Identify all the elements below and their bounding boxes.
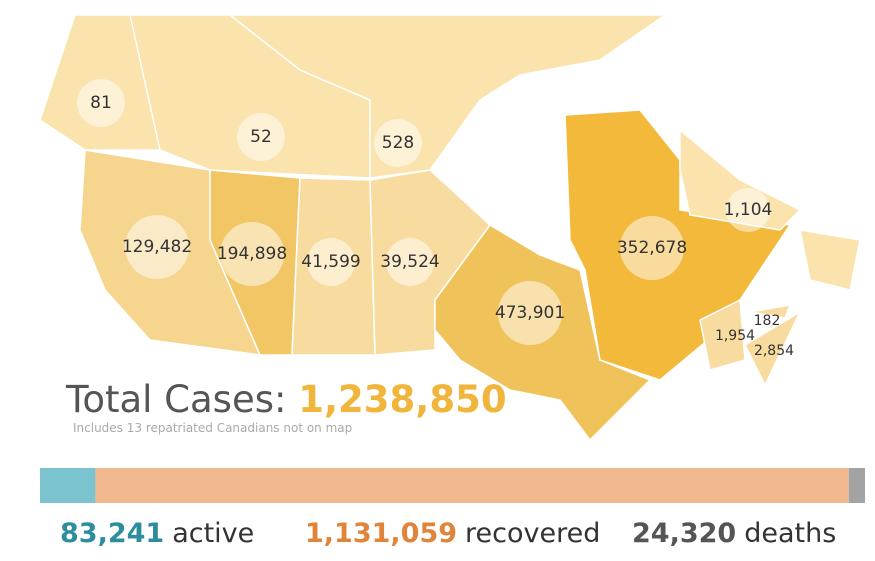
total-note: Includes 13 repatriated Canadians not on… [73, 421, 352, 435]
breakdown-value: 24,320 [632, 518, 736, 549]
breakdown-label: 24,320 deaths [632, 518, 836, 549]
bubble [620, 216, 684, 280]
newfoundland [799, 229, 861, 291]
map [39, 14, 861, 442]
total-line: Total Cases: 1,238,850 [65, 378, 507, 421]
bubble [77, 79, 125, 127]
region-count: 81 [90, 93, 112, 113]
new-brunswick [699, 298, 746, 371]
region-count: 52 [250, 127, 272, 147]
breakdown-name: active [172, 518, 254, 549]
breakdown-value: 83,241 [60, 518, 164, 549]
bubble [386, 238, 434, 286]
total-value: 1,238,850 [298, 378, 506, 421]
bar-segment [848, 468, 865, 503]
pei [749, 304, 792, 319]
region-count: 473,901 [495, 303, 565, 323]
breakdown-labels: 83,241 active 1,131,059 recovered 24,320 deat… [60, 518, 836, 549]
nova-scotia [744, 310, 802, 387]
region-count: 41,599 [301, 252, 360, 272]
bar-segment [95, 468, 849, 503]
breakdown-bar [40, 468, 865, 503]
breakdown-label: 1,131,059 recovered [305, 518, 600, 549]
region-count: 1,104 [724, 200, 773, 220]
region-count: 39,524 [380, 252, 439, 272]
region-count: 194,898 [217, 244, 287, 264]
region-count: 1,954 [715, 328, 755, 344]
breakdown-label: 83,241 active [60, 518, 254, 549]
bar-segment [40, 468, 96, 503]
region-count: 352,678 [617, 238, 687, 258]
bubble [374, 119, 422, 167]
breakdown-name: recovered [465, 518, 600, 549]
bubble [220, 222, 284, 286]
total-label: Total Cases: [65, 378, 286, 421]
region-count: 129,482 [122, 237, 192, 257]
bubble [307, 238, 355, 286]
breakdown-name: deaths [744, 518, 836, 549]
region-count: 182 [754, 313, 781, 329]
breakdown-value: 1,131,059 [305, 518, 457, 549]
labrador [679, 128, 802, 231]
bubbles: 81 52 528 129,482 194,898 41,599 39,524 … [77, 79, 794, 359]
region-count: 528 [382, 133, 414, 153]
bubble [125, 215, 189, 279]
bubble [498, 281, 562, 345]
bubble [726, 188, 770, 232]
bubble [237, 113, 285, 161]
region-count: 2,854 [754, 343, 794, 359]
nunavut [227, 14, 668, 179]
